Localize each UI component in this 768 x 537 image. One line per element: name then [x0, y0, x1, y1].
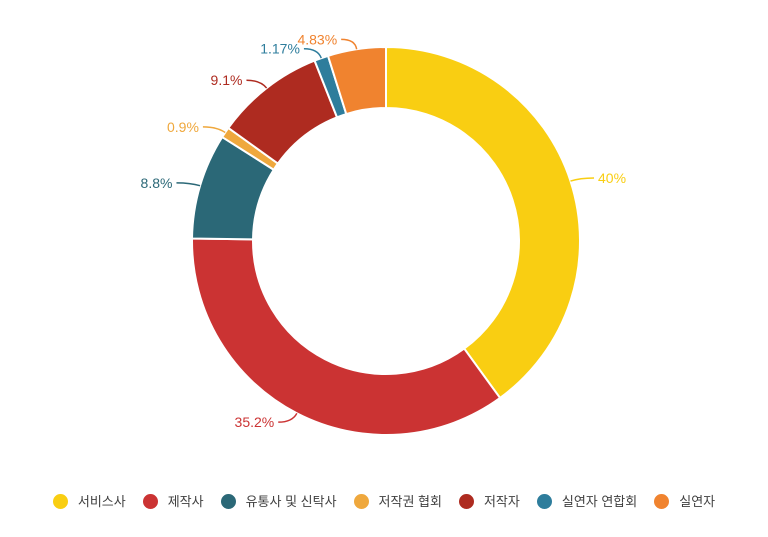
legend-item-4[interactable]: 저작권 협회 [353, 493, 442, 509]
legend-item-1[interactable]: 서비스사 [52, 493, 126, 509]
legend: 서비스사 제작사 유통사 및 신탁사 저작권 협회 저작자 실연자 연합회 실연자 [0, 488, 768, 514]
legend-color-dot-icon [536, 493, 552, 509]
slice-leader-line-1 [570, 177, 595, 182]
legend-item-label: 실연자 [679, 493, 716, 509]
donut-slice-1[interactable] [385, 46, 581, 399]
legend-item-label: 제작사 [167, 493, 204, 509]
donut-slice-2[interactable] [191, 237, 502, 436]
slice-leader-line-2 [278, 412, 298, 423]
legend-color-dot-icon [220, 493, 236, 509]
legend-item-label: 실연자 연합회 [561, 493, 638, 509]
legend-item-label: 저작권 협회 [378, 493, 442, 509]
slice-leader-line-6 [303, 47, 322, 59]
slice-value-label-4: 0.9% [167, 119, 199, 135]
slice-leader-line-5 [246, 79, 268, 89]
slice-leader-line-4 [202, 126, 226, 134]
slice-value-label-1: 40% [598, 170, 626, 186]
donut-slice-7[interactable] [327, 46, 387, 116]
legend-item-5[interactable]: 저작자 [458, 493, 520, 509]
slice-leader-line-7 [341, 38, 358, 50]
legend-item-6[interactable]: 실연자 연합회 [536, 493, 638, 509]
donut-chart-canvas: 40% 35.2% 8.8% 0.9% 9.1% 1.17%4.83% [141, 31, 626, 436]
slice-value-label-5: 9.1% [211, 72, 243, 88]
slice-value-label-6: 1.17% [260, 41, 300, 57]
legend-item-label: 서비스사 [77, 493, 126, 509]
legend-item-2[interactable]: 제작사 [142, 493, 204, 509]
slice-value-label-7: 4.83% [297, 31, 337, 47]
legend-color-dot-icon [353, 493, 369, 509]
legend-color-dot-icon [52, 493, 68, 509]
legend-color-dot-icon [654, 493, 670, 509]
slice-value-label-2: 35.2% [235, 414, 275, 430]
legend-item-label: 저작자 [483, 493, 520, 509]
legend-color-dot-icon [458, 493, 474, 509]
slice-leader-line-3 [176, 182, 201, 187]
legend-color-dot-icon [142, 493, 158, 509]
slice-value-label-3: 8.8% [141, 175, 173, 191]
legend-item-label: 유통사 및 신탁사 [245, 493, 337, 509]
legend-item-7[interactable]: 실연자 [654, 493, 716, 509]
legend-item-3[interactable]: 유통사 및 신탁사 [220, 493, 337, 509]
